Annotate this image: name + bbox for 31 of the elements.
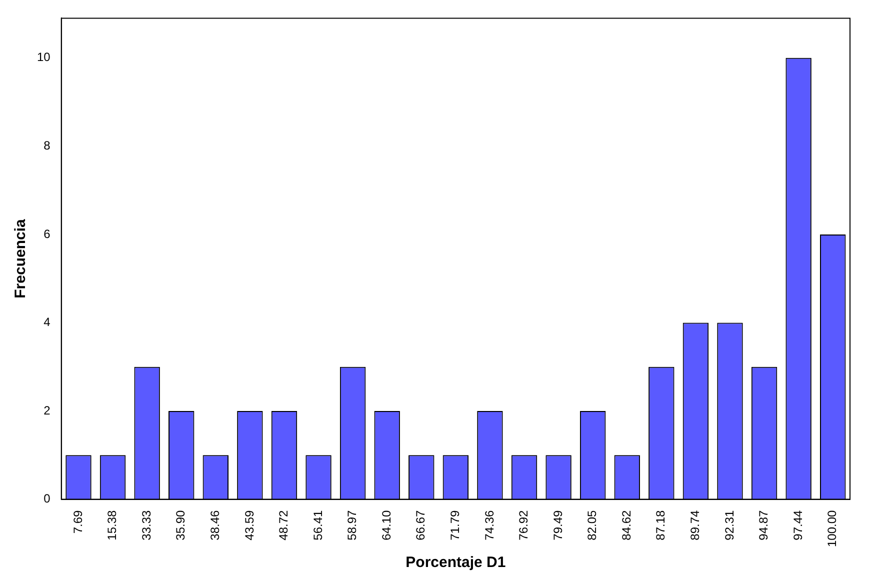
y-tick-label: 8 — [44, 138, 51, 153]
y-tick-label: 10 — [36, 50, 51, 64]
x-tick-label: 92.31 — [722, 510, 736, 540]
x-tick-label: 89.74 — [688, 510, 702, 540]
x-tick-label: 33.33 — [139, 510, 154, 540]
y-tick-label: 6 — [44, 226, 51, 241]
x-tick-label: 97.44 — [790, 510, 805, 540]
x-tick-label: 35.90 — [174, 510, 188, 540]
x-tick-label: 87.18 — [654, 510, 668, 540]
x-tick-label: 43.59 — [242, 510, 256, 540]
x-tick-label: 56.41 — [310, 510, 325, 540]
x-tick-label: 15.38 — [105, 510, 120, 540]
x-axis-title: Porcentaje D1 — [406, 554, 506, 572]
y-tick-label: 0 — [44, 492, 51, 506]
y-axis-title: Frecuencia — [12, 218, 30, 298]
x-tick-label: 7.69 — [70, 510, 85, 534]
x-tick-label: 64.10 — [379, 510, 394, 540]
x-tick-label: 100.00 — [825, 510, 840, 547]
x-tick-label: 82.05 — [585, 510, 600, 540]
x-tick-label: 79.49 — [550, 510, 565, 540]
x-tick-label: 38.46 — [208, 510, 222, 540]
x-tick-label: 94.87 — [756, 510, 771, 540]
y-tick-label: 2 — [44, 403, 51, 418]
x-tick-label: 71.79 — [448, 510, 462, 540]
x-tick-label: 58.97 — [345, 510, 360, 540]
y-tick-label: 4 — [44, 315, 51, 330]
x-tick-label: 76.92 — [516, 510, 531, 540]
x-tick-label: 66.67 — [414, 510, 428, 540]
x-tick-label: 48.72 — [276, 510, 291, 540]
x-tick-label: 74.36 — [482, 510, 496, 540]
x-tick-label: 84.62 — [619, 510, 634, 540]
